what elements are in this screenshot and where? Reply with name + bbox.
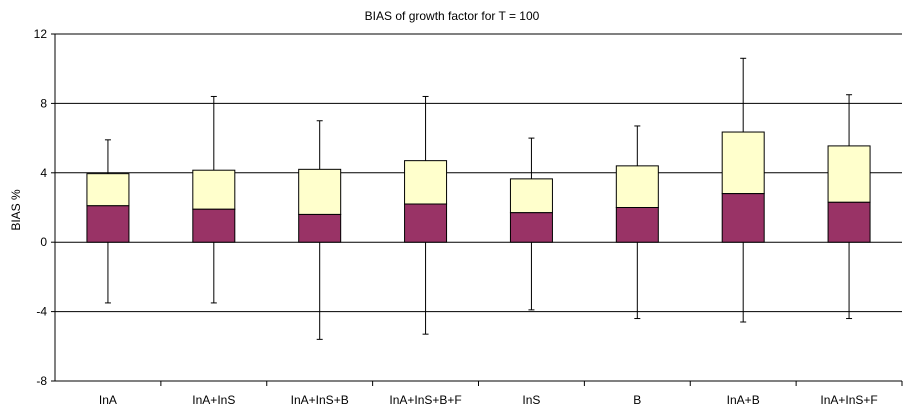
box-lower [86, 205, 130, 243]
x-tick-label: InA+InS+B+F [389, 393, 461, 407]
y-tick-label: -8 [36, 374, 47, 388]
box-lower [721, 193, 765, 243]
y-tick-label: 12 [34, 27, 48, 41]
box-lower [615, 207, 659, 243]
box-upper [404, 160, 448, 205]
box-lower [192, 208, 236, 243]
x-tick-label: InA+InS [192, 393, 235, 407]
box-upper [298, 168, 342, 215]
x-tick-label: InA+InS+F [820, 393, 877, 407]
box-upper [615, 165, 659, 208]
x-tick-label: InA+InS+B [291, 393, 349, 407]
box-upper [509, 178, 553, 214]
chart-title: BIAS of growth factor for T = 100 [364, 9, 540, 23]
x-tick-label: B [633, 393, 641, 407]
y-tick-label: -4 [36, 305, 47, 319]
box-lower [827, 201, 871, 243]
box-upper [192, 169, 236, 210]
y-tick-label: 4 [40, 166, 47, 180]
box-lower [298, 213, 342, 243]
x-tick-label: InA [99, 393, 117, 407]
x-tick-label: InS [522, 393, 540, 407]
y-tick-label: 8 [40, 96, 47, 110]
y-tick-label: 0 [40, 235, 47, 249]
box-lower [509, 212, 553, 243]
box-upper [86, 173, 130, 207]
y-axis-label: BIAS % [9, 189, 23, 231]
x-tick-label: InA+B [727, 393, 760, 407]
box-upper [827, 145, 871, 203]
box-upper [721, 131, 765, 195]
box-lower [404, 203, 448, 243]
